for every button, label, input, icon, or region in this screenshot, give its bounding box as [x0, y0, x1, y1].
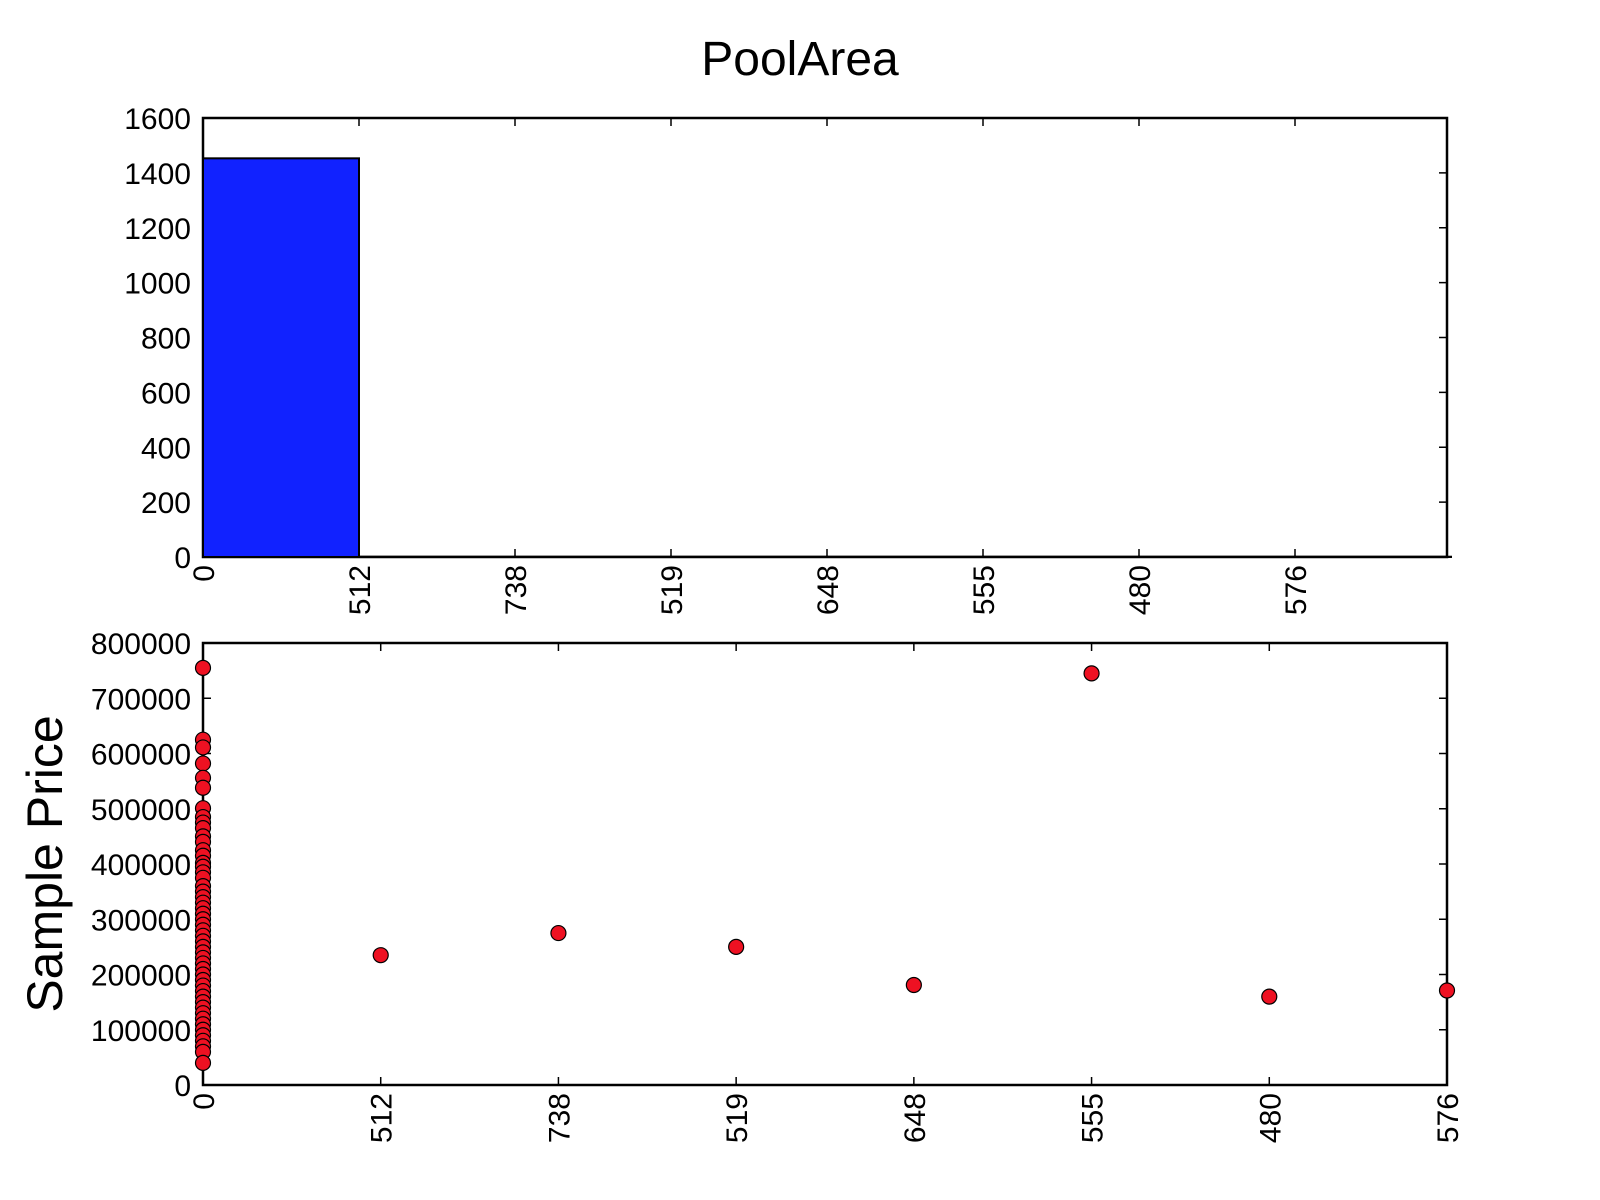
scatter-point [905, 976, 922, 994]
plot-area [201, 116, 1449, 559]
y-tick-label: 400000 [91, 849, 191, 882]
scatter-point [194, 755, 212, 772]
y-tick-label: 800000 [91, 628, 191, 661]
y-tick-label: 600 [141, 377, 191, 410]
scatter-point [1083, 665, 1100, 682]
figure-title: PoolArea [701, 33, 899, 86]
scatter-point [1438, 982, 1456, 999]
y-tick-label: 300000 [91, 904, 191, 937]
scatter-chart: 0 100000 200000 300000 400000 500000 600000 700… [17, 628, 1465, 1143]
plot-area [201, 641, 1449, 1087]
scatter-point [372, 947, 389, 964]
scatter-point [194, 779, 212, 796]
x-tick-label: 738 [543, 1093, 576, 1143]
x-tick-label: 738 [500, 565, 533, 615]
x-tick-label: 0 [188, 565, 221, 582]
scatter-point [550, 924, 567, 942]
scatter-point [194, 659, 212, 676]
y-tick-label: 800 [141, 323, 191, 356]
y-axis-label: Sample Price [17, 715, 73, 1012]
y-tick-label: 700000 [91, 683, 191, 716]
x-tick-label: 576 [1432, 1093, 1465, 1143]
scatter-point [194, 1054, 212, 1072]
x-tick-label: 555 [968, 565, 1001, 615]
histogram-bar [202, 157, 360, 558]
x-tick-label: 555 [1077, 1093, 1110, 1143]
x-tick-label: 576 [1280, 565, 1313, 615]
y-tick-label: 600000 [91, 739, 191, 772]
y-tick-label: 100000 [91, 1015, 191, 1048]
x-tick-label: 480 [1254, 1093, 1287, 1143]
scatter-point [1261, 988, 1278, 1005]
x-tick-label: 480 [1124, 565, 1157, 615]
x-tick-label: 0 [188, 1093, 221, 1110]
x-tick-label: 648 [899, 1093, 932, 1143]
x-tick-label: 519 [656, 565, 689, 615]
scatter-point [194, 739, 212, 756]
x-tick-label: 512 [366, 1093, 399, 1143]
x-tick-label: 512 [344, 565, 377, 615]
x-tick-label: 648 [812, 565, 845, 615]
y-tick-label: 1200 [124, 213, 191, 246]
y-tick-label: 400 [141, 432, 191, 465]
y-tick-label: 1400 [124, 158, 191, 191]
y-tick-label: 200 [141, 487, 191, 520]
y-tick-label: 1600 [124, 103, 191, 136]
y-tick-label: 200000 [91, 960, 191, 993]
y-tick-label: 0 [174, 1070, 191, 1103]
scatter-point [728, 938, 745, 955]
y-tick-label: 1000 [124, 268, 191, 301]
y-tick-label: 0 [174, 542, 191, 575]
y-tick-label: 500000 [91, 794, 191, 827]
histogram-chart: 0 200 400 600 800 1000 1200 1400 1600 0 512 738 519 6… [124, 103, 1452, 615]
x-tick-label: 519 [721, 1093, 754, 1143]
